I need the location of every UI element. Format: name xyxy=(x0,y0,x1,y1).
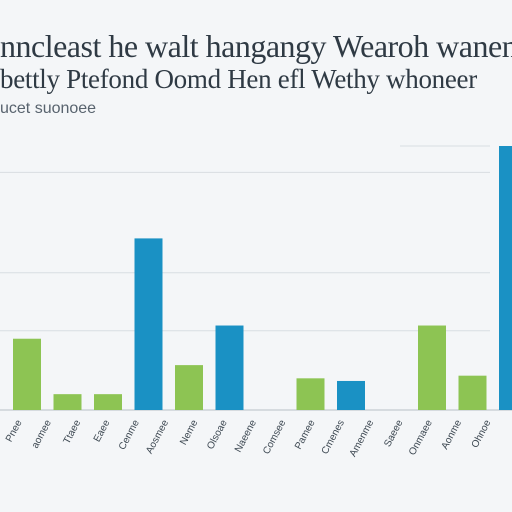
bar-7 xyxy=(296,378,325,410)
x-tick-label-2: aomee xyxy=(30,418,54,451)
x-tick-label-12: Cmenes xyxy=(320,418,347,456)
x-tick-label-5: Cenme xyxy=(117,418,142,452)
bar-8 xyxy=(337,380,365,410)
x-tick-label-11: Pamee xyxy=(293,418,318,452)
x-tick-label-13: Amenme xyxy=(348,418,377,459)
bar-11 xyxy=(499,146,512,410)
chart-title-line2: bettly Ptefond Oomd Hen efl Wethy whonee… xyxy=(0,64,477,94)
x-tick-label-3: Ttaee xyxy=(62,418,84,446)
x-tick-label-7: Neme xyxy=(178,418,200,447)
bar-10 xyxy=(458,375,487,410)
x-tick-label-17: Ohnoe xyxy=(470,418,494,450)
bar-1 xyxy=(13,338,41,410)
chart-title-line1: nncleast he walt hangangy Wearoh wanener xyxy=(0,28,512,64)
x-tick-label-9: Naeene xyxy=(233,418,259,454)
bar-4 xyxy=(134,238,163,410)
x-tick-label-10: Comsee xyxy=(261,418,288,456)
x-tick-label-4: Eaee xyxy=(92,418,113,444)
x-tick-label-8: Olsoae xyxy=(205,418,230,452)
bar-6 xyxy=(215,325,244,410)
bar-2 xyxy=(53,394,82,410)
bar-5 xyxy=(175,365,203,410)
x-tick-label-15: Onmaee xyxy=(407,418,435,457)
chart-subtitle: ucet suonoee xyxy=(0,100,97,117)
x-tick-label-16: Aonme xyxy=(440,418,465,452)
bar-3 xyxy=(94,394,122,410)
x-tick-label-14: Saeee xyxy=(382,418,405,449)
x-tick-label-1: Pnee xyxy=(4,418,25,444)
x-tick-label-6: Aosmee xyxy=(144,418,171,456)
bar-9 xyxy=(418,325,446,410)
